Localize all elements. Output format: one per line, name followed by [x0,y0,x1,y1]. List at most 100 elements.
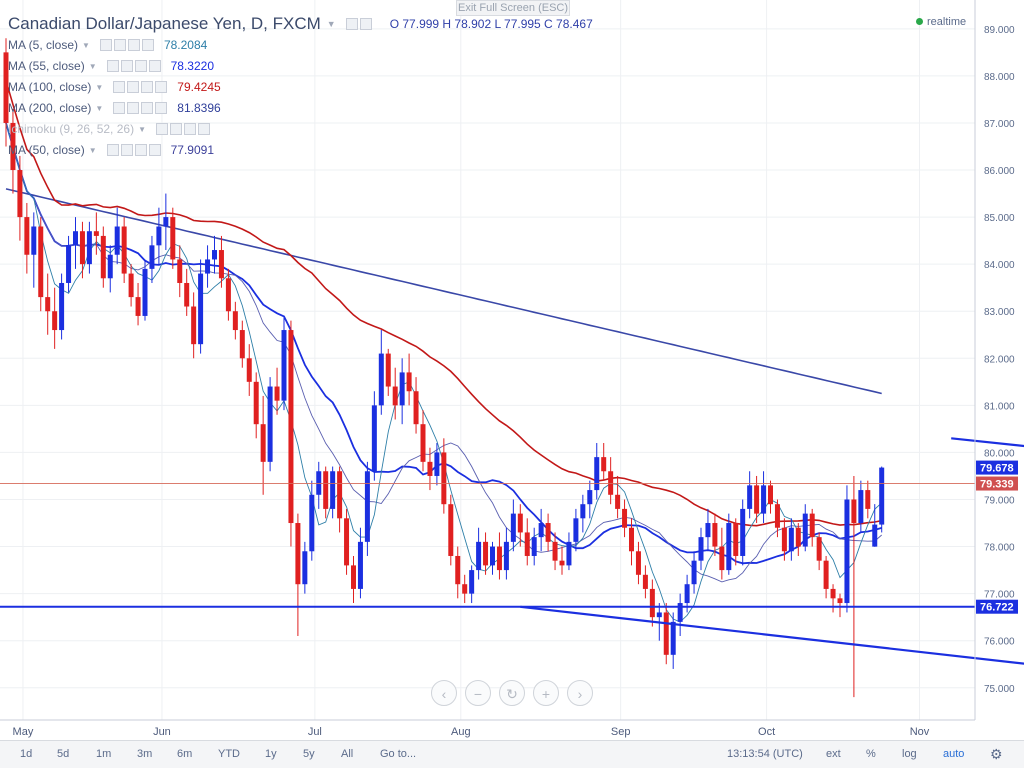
range-1m[interactable]: 1m [96,748,112,760]
range-6m[interactable]: 6m [177,748,193,760]
indicator-name[interactable]: MA (200, close) [8,101,92,115]
chevron-down-icon[interactable]: ▼ [88,61,97,71]
percent-toggle[interactable]: % [866,748,876,760]
eye-icon[interactable] [156,123,168,135]
price-chart[interactable]: 75.000 76.000 77.000 78.000 79.000 80.000 81.0… [0,0,1024,740]
candle-body [656,612,662,618]
candle-body [510,513,516,542]
gear-icon[interactable] [170,123,182,135]
range-1d[interactable]: 1d [20,748,33,760]
close-icon[interactable] [155,81,168,93]
log-toggle[interactable]: log [902,748,917,760]
candle-body [698,537,704,561]
gear-icon[interactable] [113,39,126,51]
eye-icon[interactable] [99,39,112,51]
scroll-left-button[interactable]: ‹ [431,680,457,706]
settings-controls[interactable] [345,18,374,30]
indicator-name[interactable]: MA (50, close) [8,143,85,157]
range-1y[interactable]: 1y [265,748,277,760]
candle-body [448,504,454,556]
plus-icon[interactable] [134,144,147,156]
indicator-row[interactable]: Ichimoku (9, 26, 52, 26) ▼ [8,120,212,138]
gear-icon[interactable] [120,60,133,72]
chevron-down-icon[interactable]: ▼ [326,19,336,29]
scroll-right-button[interactable]: › [567,680,593,706]
gear-icon[interactable]: ⚙ [990,746,1003,762]
close-icon[interactable] [198,123,210,135]
plus-icon: + [541,686,551,702]
close-icon[interactable] [148,60,161,72]
candle-body [163,217,169,227]
eye-icon[interactable] [106,144,119,156]
indicator-row[interactable]: MA (200, close) ▼ 81.8396 [8,99,221,117]
indicator-row[interactable]: MA (100, close) ▼ 79.4245 [8,78,221,96]
price-tick-label: 75.000 [984,684,1015,695]
close-icon[interactable] [148,144,161,156]
indicator-name[interactable]: MA (5, close) [8,38,79,52]
refresh-icon: ↻ [506,686,518,702]
exit-fullscreen-button[interactable]: Exit Full Screen (ESC) [456,0,570,16]
candle-body [872,524,878,547]
plus-icon[interactable] [184,123,196,135]
price-axis[interactable]: 75.000 76.000 77.000 78.000 79.000 80.000 81.0… [984,25,1015,695]
plus-icon[interactable] [127,39,140,51]
price-tick-label: 76.000 [984,637,1015,648]
plus-icon[interactable] [141,102,154,114]
price-tick-label: 79.000 [984,495,1015,506]
symbol-title[interactable]: Canadian Dollar/Japanese Yen, D, FXCM [8,14,321,33]
range-ytd[interactable]: YTD [218,748,240,760]
time-axis[interactable]: MayJunJulAugSepOctNovDec [13,726,1024,738]
candle-body [337,471,343,519]
close-icon[interactable] [141,39,154,51]
candle-body [406,372,412,392]
range-5d[interactable]: 5d [57,748,70,760]
price-tick-label: 85.000 [984,213,1015,224]
eye-icon[interactable] [113,81,126,93]
range-3m[interactable]: 3m [137,748,153,760]
candle-body [149,245,155,269]
candles [3,38,885,698]
gear-icon[interactable] [359,18,372,30]
plus-icon[interactable] [134,60,147,72]
chevron-down-icon[interactable]: ▼ [95,82,104,92]
chevron-down-icon[interactable]: ▼ [95,103,104,113]
candle-body [441,452,447,505]
price-tick-label: 80.000 [984,448,1015,459]
indicator-row[interactable]: MA (50, close) ▼ 77.9091 [8,141,214,159]
candle-body [879,467,885,525]
candle-body [726,523,732,571]
zoom-in-button[interactable]: + [533,680,559,706]
gear-icon[interactable] [120,144,133,156]
indicator-row[interactable]: MA (55, close) ▼ 78.3220 [8,57,214,75]
candle-body [483,541,489,566]
gear-icon[interactable] [127,81,140,93]
close-icon[interactable] [155,102,168,114]
candle-body [615,494,621,509]
chevron-down-icon[interactable]: ▼ [138,124,146,134]
indicator-name[interactable]: MA (55, close) [8,59,85,73]
indicator-name[interactable]: Ichimoku (9, 26, 52, 26) [8,122,135,136]
ext-toggle[interactable]: ext [826,748,841,760]
eye-icon[interactable] [113,102,126,114]
candle-body [761,485,767,514]
goto-date-button[interactable]: Go to... [380,748,417,760]
auto-toggle[interactable]: auto [943,748,965,760]
gear-icon[interactable] [127,102,140,114]
zoom-out-button[interactable]: − [465,680,491,706]
eye-icon[interactable] [345,18,358,30]
candle-body [288,330,294,524]
time-tick-label: Jun [153,726,171,738]
candle-body [774,504,780,528]
indicator-row[interactable]: MA (5, close) ▼ 78.2084 [8,36,207,54]
ma100-price-label-bg [976,476,1018,491]
indicator-name[interactable]: MA (100, close) [8,80,92,94]
candle-body [198,273,204,345]
candle-body [566,541,572,566]
plus-icon[interactable] [141,81,154,93]
reset-zoom-button[interactable]: ↻ [499,680,525,706]
range-all[interactable]: All [341,748,354,760]
chevron-down-icon[interactable]: ▼ [82,40,90,50]
chevron-down-icon[interactable]: ▼ [88,145,97,155]
eye-icon[interactable] [106,60,119,72]
range-5y[interactable]: 5y [303,748,315,760]
